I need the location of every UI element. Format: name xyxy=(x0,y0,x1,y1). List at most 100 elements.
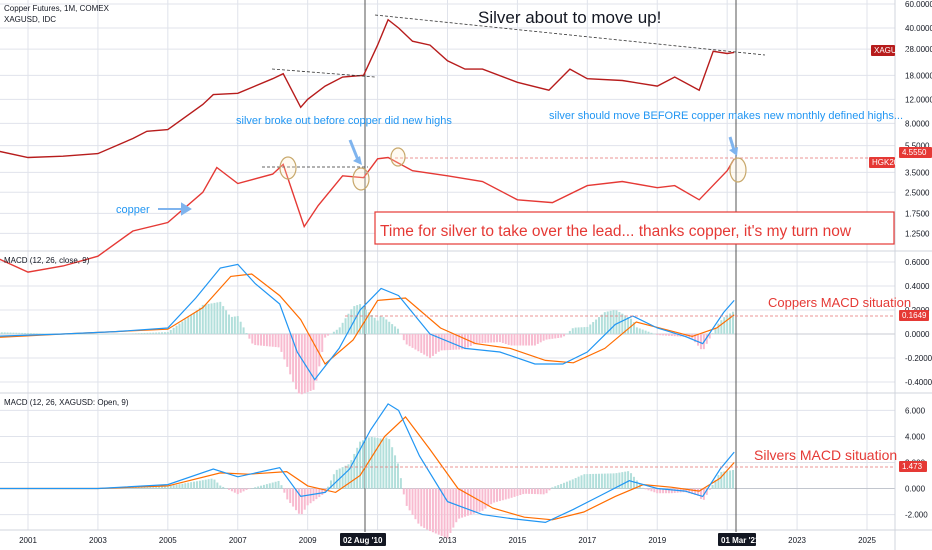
histogram-bar xyxy=(600,314,603,334)
annotation-time-for-silver: Time for silver to take over the lead...… xyxy=(380,223,852,240)
histogram-bar xyxy=(632,322,635,334)
y-tick-label: 3.5000 xyxy=(905,168,930,177)
histogram-bar xyxy=(429,334,432,358)
histogram-bar xyxy=(548,334,551,340)
histogram-bar xyxy=(414,488,417,520)
histogram-bar xyxy=(295,488,298,511)
histogram-bar xyxy=(364,309,367,334)
histogram-bar xyxy=(283,334,286,360)
histogram-bar xyxy=(228,314,231,334)
histogram-bar xyxy=(458,488,461,519)
histogram-bar xyxy=(332,331,335,334)
histogram-bar xyxy=(155,486,158,489)
histogram-bar xyxy=(280,485,283,489)
histogram-bar xyxy=(402,488,405,495)
histogram-bar xyxy=(545,334,548,340)
badge-hgk2021-bg xyxy=(869,157,895,168)
series-line-hgk2021 xyxy=(0,156,735,273)
histogram-bar xyxy=(350,309,353,334)
y-tick-label: 8.0000 xyxy=(905,119,930,128)
histogram-bar xyxy=(627,471,630,489)
histogram-bar xyxy=(15,332,18,334)
y-tick-label: 5.5000 xyxy=(905,142,930,151)
histogram-bar xyxy=(134,333,137,334)
histogram-bar xyxy=(731,311,734,334)
histogram-bar xyxy=(362,440,365,489)
histogram-bar xyxy=(493,334,496,343)
histogram-bar xyxy=(324,334,327,338)
histogram-bar xyxy=(379,438,382,489)
histogram-bar xyxy=(114,334,117,335)
histogram-bar xyxy=(376,437,379,489)
histogram-bar xyxy=(723,471,726,489)
x-tick-label: 2003 xyxy=(89,536,107,545)
histogram-bar xyxy=(580,475,583,489)
histogram-bar xyxy=(268,334,271,347)
histogram-bar xyxy=(545,488,548,494)
histogram-bar xyxy=(609,473,612,489)
histogram-bar xyxy=(405,334,408,345)
histogram-bar xyxy=(729,313,732,334)
histogram-bar xyxy=(391,324,394,334)
badge-hgk2021: HGK2021 xyxy=(872,158,908,167)
histogram-bar xyxy=(615,310,618,334)
histogram-bar xyxy=(146,486,149,489)
histogram-bar xyxy=(286,488,289,500)
histogram-bar xyxy=(29,333,32,334)
histogram-bar xyxy=(126,333,129,335)
histogram-bar xyxy=(230,316,233,334)
histogram-bar xyxy=(667,334,670,336)
histogram-bar xyxy=(624,471,627,489)
histogram-bar xyxy=(120,333,123,335)
histogram-bar xyxy=(382,439,385,489)
histogram-bar xyxy=(388,439,391,489)
histogram-bar xyxy=(394,455,397,489)
histogram-bar xyxy=(233,316,236,334)
histogram-bar xyxy=(694,488,697,495)
histogram-bar xyxy=(676,334,679,337)
histogram-bar xyxy=(522,334,525,346)
histogram-bar xyxy=(6,332,9,334)
histogram-bar xyxy=(554,486,557,489)
histogram-bar xyxy=(443,334,446,351)
histogram-bar xyxy=(522,488,525,495)
x-tick-label: 2005 xyxy=(159,536,177,545)
copper-highs-arrow-head xyxy=(729,147,738,156)
histogram-bar xyxy=(411,334,414,348)
histogram-bar xyxy=(632,476,635,489)
annotation-box xyxy=(374,211,895,245)
histogram-bar xyxy=(169,329,172,334)
histogram-bar xyxy=(289,488,292,503)
histogram-bar xyxy=(169,485,172,489)
histogram-bar xyxy=(254,487,257,489)
histogram-bar xyxy=(102,334,105,335)
histogram-bar xyxy=(731,469,734,489)
histogram-bar xyxy=(557,334,560,338)
histogram-bar xyxy=(158,486,161,489)
histogram-bar xyxy=(152,332,155,334)
histogram-bar xyxy=(178,484,181,489)
histogram-bar xyxy=(260,485,263,489)
histogram-bar xyxy=(239,321,242,334)
annotation-coppers-macd: Coppers MACD situation xyxy=(768,295,911,310)
y-tick-label: 2.5000 xyxy=(905,188,930,197)
histogram-bar xyxy=(370,315,373,334)
y-tick-label: 18.0000 xyxy=(905,71,932,80)
histogram-bar xyxy=(551,487,554,489)
histogram-bar xyxy=(251,488,254,489)
histogram-bar xyxy=(530,334,533,346)
histogram-bar xyxy=(146,332,149,334)
histogram-bar xyxy=(452,334,455,350)
histogram-bar xyxy=(137,487,140,489)
histogram-bar xyxy=(73,334,76,335)
histogram-bar xyxy=(662,334,665,336)
histogram-bar xyxy=(394,326,397,334)
histogram-bar xyxy=(589,474,592,489)
histogram-bar xyxy=(729,470,732,489)
histogram-bar xyxy=(379,316,382,334)
histogram-bar xyxy=(265,484,268,489)
histogram-bar xyxy=(563,334,566,337)
histogram-bar xyxy=(516,334,519,346)
histogram-bar xyxy=(615,473,618,489)
